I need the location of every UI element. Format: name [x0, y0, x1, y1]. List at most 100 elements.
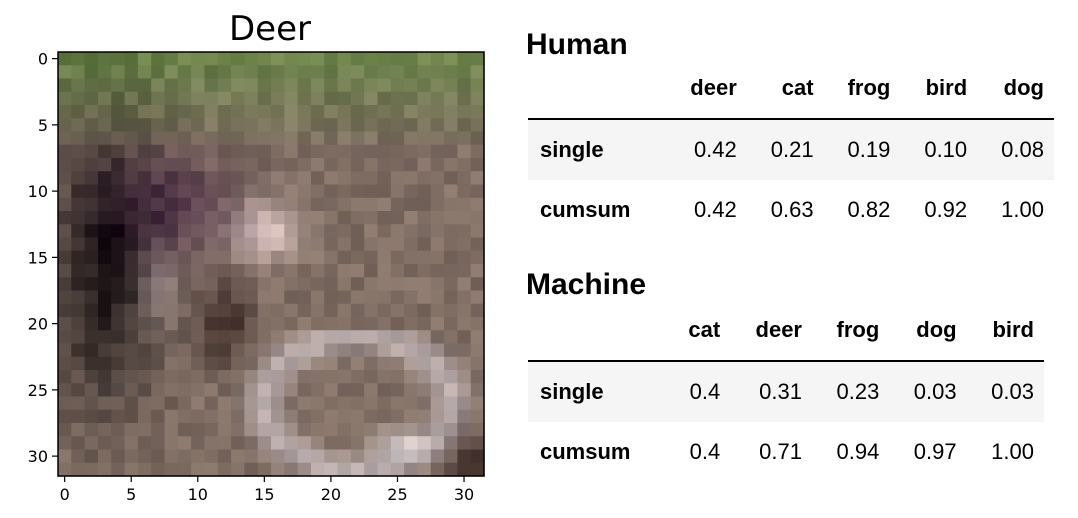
pixel [271, 250, 285, 265]
pixel [377, 423, 392, 437]
pixel [297, 343, 312, 358]
pixel [444, 105, 458, 119]
pixel [217, 171, 232, 186]
cell: 0.63 [770, 197, 814, 222]
pixel [191, 171, 206, 186]
pixel [164, 264, 179, 278]
pixel [164, 449, 179, 464]
pixel [97, 317, 112, 331]
pixel [297, 78, 312, 93]
pixel [58, 330, 72, 345]
pixel [177, 317, 192, 331]
pixel [324, 303, 339, 318]
pixel [204, 409, 219, 424]
pixel [430, 211, 445, 225]
pixel [84, 250, 99, 265]
pixel [390, 317, 405, 331]
pixel [271, 330, 285, 345]
pixel [137, 409, 152, 424]
pixel [390, 224, 405, 239]
pixel [124, 184, 139, 199]
x-tick-label: 10 [188, 485, 208, 504]
cell: 0.97 [913, 439, 957, 464]
pixel [390, 436, 405, 451]
pixel [244, 264, 259, 278]
pixel [310, 158, 325, 172]
pixel [430, 383, 445, 398]
human-header-row: deer cat frog bird dog [528, 58, 1054, 119]
pixel [457, 144, 472, 159]
pixel [271, 91, 285, 106]
pixel [297, 264, 312, 278]
pixel [364, 237, 379, 252]
pixel [377, 118, 392, 133]
pixel [310, 52, 325, 66]
pixel [177, 91, 192, 106]
pixel [417, 449, 432, 464]
pixel [204, 396, 219, 411]
pixel [257, 396, 272, 411]
pixel [58, 383, 72, 398]
pixel [164, 105, 179, 119]
pixel [470, 277, 485, 292]
pixel [244, 224, 259, 239]
pixel [204, 383, 219, 398]
pixel [217, 158, 232, 172]
pixel [164, 343, 179, 358]
pixel [97, 250, 112, 265]
pixel [97, 224, 112, 239]
pixel [297, 158, 312, 172]
row-label: single [540, 137, 604, 162]
pixel [244, 423, 259, 437]
pixel [404, 423, 419, 437]
pixel [231, 264, 245, 278]
pixel [364, 383, 379, 398]
pixel [284, 105, 299, 119]
pixel [151, 409, 166, 424]
pixel [377, 52, 392, 66]
table-row: single 0.4 0.31 0.23 0.03 0.03 [528, 361, 1044, 422]
pixel [324, 449, 339, 464]
pixel [337, 52, 352, 66]
pixel [417, 290, 432, 305]
machine-col-header: bird [992, 317, 1034, 342]
pixel [137, 462, 152, 477]
pixel [204, 211, 219, 225]
pixel [417, 277, 432, 292]
pixel [271, 264, 285, 278]
pixel [231, 237, 245, 252]
pixel [271, 105, 285, 119]
pixel [390, 330, 405, 345]
pixel [404, 356, 419, 371]
cell: 1.00 [1001, 197, 1044, 222]
pixel [137, 52, 152, 66]
pixel [390, 211, 405, 225]
pixel [84, 343, 99, 358]
pixel [191, 237, 206, 252]
pixel [310, 277, 325, 292]
pixel [244, 277, 259, 292]
pixel [337, 449, 352, 464]
pixel [257, 277, 272, 292]
pixel [390, 449, 405, 464]
pixel [364, 105, 379, 119]
x-tick-label: 25 [387, 485, 407, 504]
y-tick-label: 15 [28, 248, 48, 267]
pixel [404, 105, 419, 119]
pixel [337, 197, 352, 212]
pixel [71, 409, 86, 424]
pixel [84, 78, 99, 93]
pixel [297, 184, 312, 199]
pixel [124, 144, 139, 159]
pixel [177, 131, 192, 146]
pixel [444, 144, 458, 159]
pixel [297, 290, 312, 305]
pixel [177, 197, 192, 212]
pixel [390, 105, 405, 119]
pixel [111, 105, 126, 119]
pixel [430, 330, 445, 345]
pixel [271, 383, 285, 398]
pixel [151, 105, 166, 119]
pixel [164, 237, 179, 252]
pixel [124, 211, 139, 225]
